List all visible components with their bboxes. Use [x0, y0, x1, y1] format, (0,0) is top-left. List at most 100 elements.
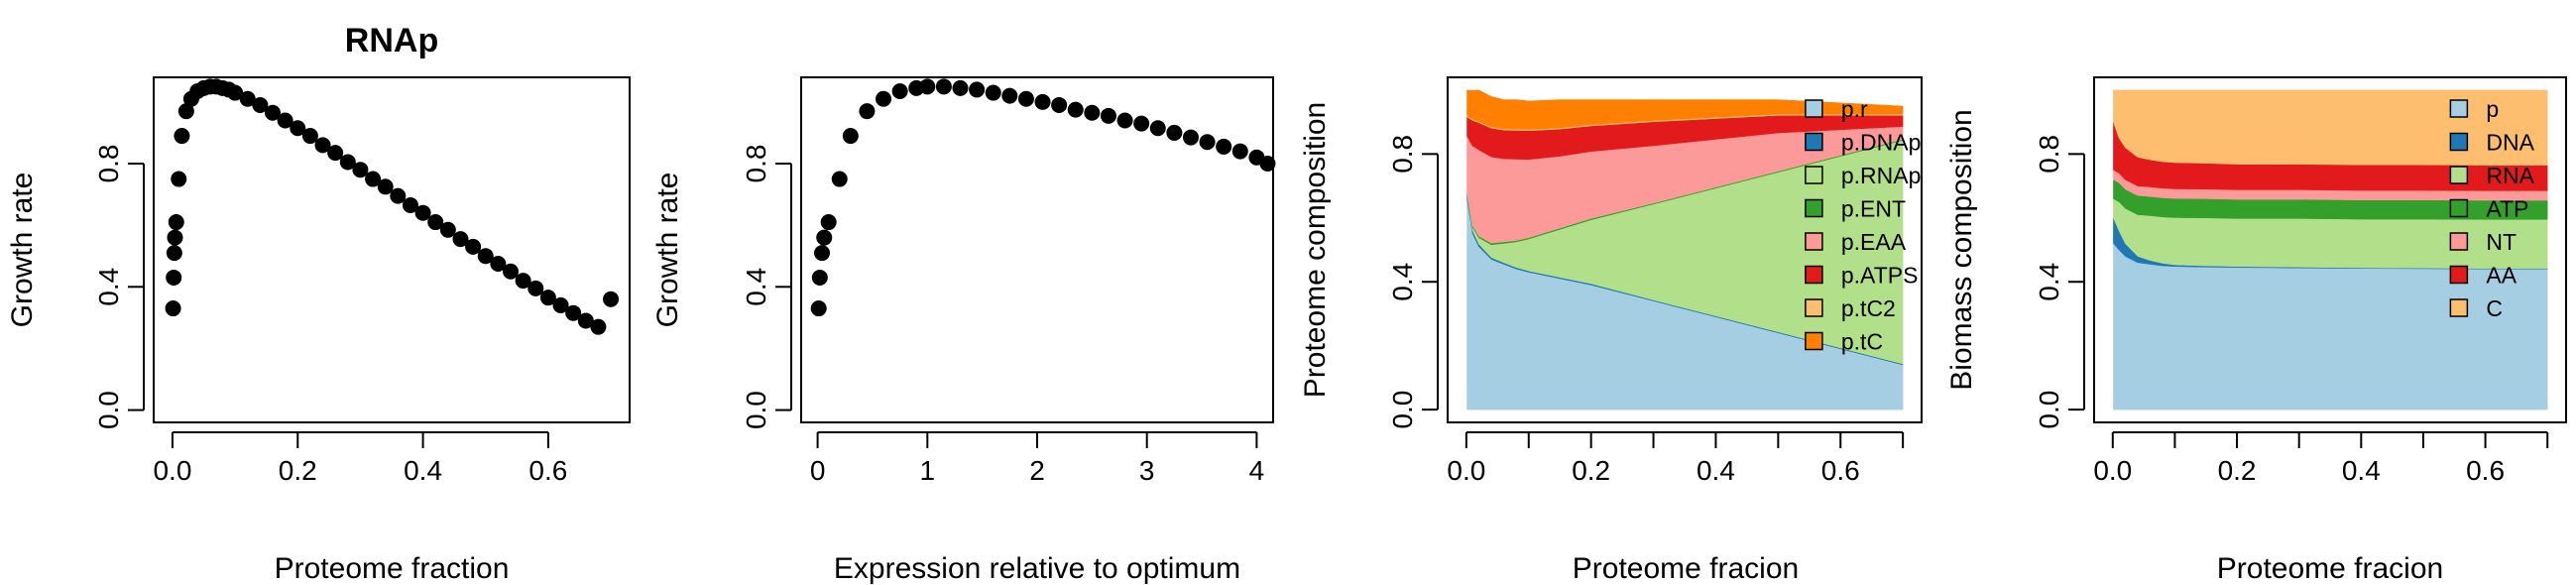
data-point	[339, 154, 356, 171]
data-point	[402, 196, 418, 213]
x-tick-label: 0	[810, 455, 826, 486]
data-point	[1001, 87, 1018, 104]
data-point	[171, 171, 187, 187]
legend-label: p.ENT	[1841, 196, 1906, 222]
legend-swatch	[1805, 132, 1823, 152]
data-point	[876, 90, 892, 107]
y-tick-label: 0.4	[1387, 263, 1418, 301]
x-axis-label: Proteome fracion	[1573, 552, 1799, 585]
data-point	[842, 128, 859, 145]
y-tick-label: 0.4	[2034, 263, 2064, 301]
x-tick-label: 0.4	[404, 455, 442, 486]
legend-label: p.ATPS	[1841, 263, 1919, 289]
data-point	[167, 229, 183, 246]
data-point	[490, 255, 507, 272]
data-point	[427, 214, 444, 231]
data-point	[1166, 124, 1183, 141]
y-tick-label: 0.8	[1387, 135, 1418, 174]
data-point	[252, 96, 269, 113]
data-point	[590, 318, 607, 335]
stacked-areas	[1466, 89, 1904, 410]
x-tick-label: 0.0	[2093, 455, 2132, 486]
plot-frame	[1447, 76, 1923, 423]
legend: p DNA RNA ATP NT AA C	[2449, 96, 2535, 321]
x-tick-label: 4	[1249, 455, 1265, 486]
data-point	[1067, 101, 1084, 118]
plot-frame	[2093, 76, 2567, 423]
data-point	[1259, 156, 1276, 172]
data-point	[390, 187, 407, 204]
y-axis-label: Proteome composition	[1299, 102, 1332, 398]
data-point	[1017, 90, 1034, 107]
data-point	[314, 137, 331, 154]
data-point	[952, 79, 969, 96]
legend-swatch	[1805, 166, 1823, 184]
data-point	[290, 120, 306, 137]
data-point	[859, 103, 876, 120]
legend-label: ATP	[2486, 196, 2528, 222]
plot-frame	[153, 76, 631, 423]
legend-swatch	[1805, 298, 1823, 317]
data-point	[985, 84, 1001, 101]
data-point	[527, 280, 544, 296]
legend-swatch	[2449, 166, 2469, 184]
data-point	[1051, 96, 1068, 113]
data-point	[935, 78, 952, 95]
legend-label: p.DNAp	[1841, 130, 1922, 156]
data-point	[503, 263, 519, 280]
legend: p.r p.DNAp p.RNAp p.ENT p.EAA p.ATPS p.tC2 p.tC	[1805, 96, 1922, 355]
x-axis-label: Expression relative to optimum	[834, 552, 1240, 585]
y-axis-label: Growth rate	[651, 173, 684, 328]
data-point	[1034, 93, 1051, 110]
x-tick-label: 0.0	[1447, 455, 1485, 486]
data-point	[1084, 104, 1101, 121]
y-tick-label: 0.8	[741, 145, 771, 183]
area-c	[2113, 89, 2548, 166]
data-point	[439, 221, 456, 238]
data-point	[277, 112, 293, 129]
data-point	[891, 82, 908, 99]
data-point	[227, 84, 244, 101]
x-tick-label: 0.2	[2218, 455, 2257, 486]
data-point	[301, 128, 318, 145]
x-tick-label: 0.2	[279, 455, 317, 486]
x-axis: 0.0 0.2 0.4 0.6	[2093, 431, 2549, 486]
panel-rnap-growth: RNAp 0.0 0.2 0.4 0.6 0.0 0.4 0.8 Proteome fra…	[6, 22, 631, 585]
legend-swatch	[2449, 132, 2469, 152]
y-tick-label: 0.4	[741, 268, 771, 306]
legend-label: p.tC2	[1841, 295, 1896, 321]
panel-expression-growth: 0 1 2 3 4 0.0 0.4 0.8 Expression relative to o…	[651, 76, 1276, 585]
x-tick-label: 0.2	[1572, 455, 1610, 486]
data-point	[168, 214, 184, 231]
data-point	[1100, 107, 1116, 124]
x-tick-label: 2	[1029, 455, 1045, 486]
legend-label: AA	[2486, 263, 2517, 289]
legend-label: NT	[2486, 229, 2517, 255]
data-point	[831, 171, 848, 187]
data-point	[239, 90, 256, 107]
data-point	[814, 245, 831, 262]
data-point	[365, 171, 382, 187]
stacked-areas	[2113, 89, 2548, 410]
y-tick-label: 0.0	[741, 391, 771, 429]
legend-label: p.EAA	[1841, 229, 1907, 255]
legend-label: RNA	[2486, 163, 2534, 188]
data-point	[174, 128, 190, 145]
data-point	[452, 231, 469, 248]
data-point	[352, 162, 369, 178]
legend-swatch	[1805, 99, 1823, 118]
chart-title: RNAp	[345, 22, 438, 59]
data-point	[177, 103, 194, 120]
data-points	[810, 78, 1276, 317]
y-axis: 0.0 0.4 0.8	[1387, 135, 1439, 429]
data-points	[165, 78, 620, 335]
x-tick-label: 0.0	[153, 455, 191, 486]
x-tick-label: 1	[920, 455, 936, 486]
y-tick-label: 0.0	[2034, 391, 2064, 429]
data-point	[1182, 129, 1199, 146]
data-point	[820, 214, 837, 231]
data-point	[810, 300, 827, 317]
data-point	[165, 300, 181, 317]
data-point	[577, 312, 594, 329]
